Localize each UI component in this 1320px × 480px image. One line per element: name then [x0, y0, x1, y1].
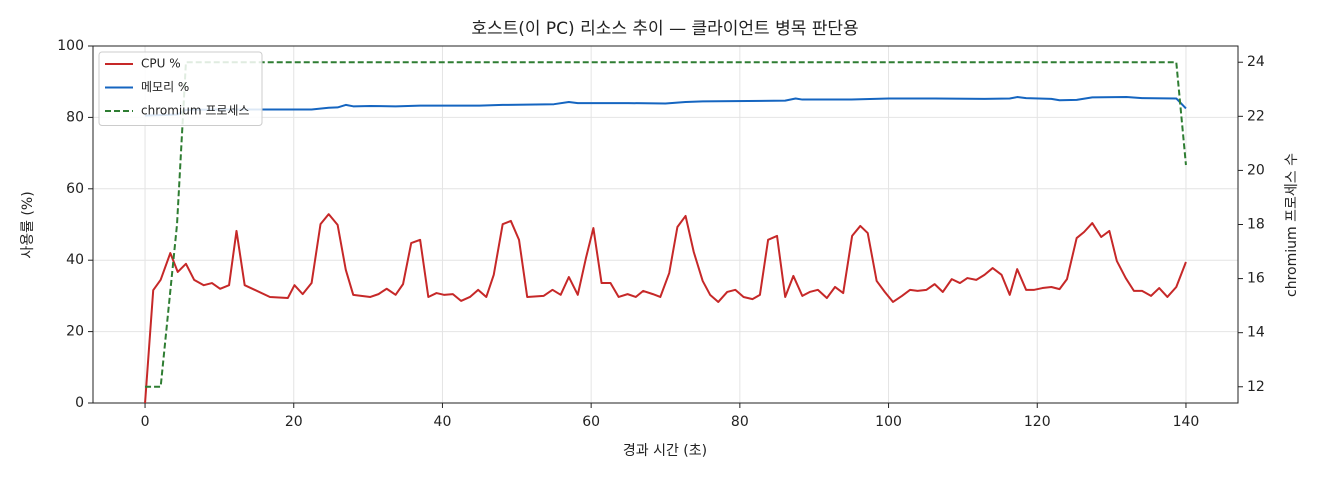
y2-tick-label: 14 [1247, 325, 1265, 341]
x-tick-label: 80 [731, 414, 749, 430]
x-tick-label: 60 [582, 414, 600, 430]
y-axis-label: 사용률 (%) [20, 191, 36, 258]
y2-tick-label: 18 [1247, 217, 1265, 233]
legend-box [98, 51, 263, 126]
series-line [145, 61, 1187, 388]
legend-label: 메모리 % [141, 80, 189, 94]
x-tick-label: 120 [1024, 414, 1051, 430]
y2-tick-label: 20 [1247, 162, 1265, 178]
x-tick-label: 20 [285, 414, 303, 430]
y-tick-label: 20 [66, 324, 84, 340]
x-tick-label: 140 [1173, 414, 1200, 430]
y-tick-label: 0 [75, 395, 84, 411]
x-tick-label: 100 [875, 414, 902, 430]
y-tick-label: 60 [66, 181, 84, 197]
x-tick-label: 40 [434, 414, 452, 430]
x-axis-label: 경과 시간 (초) [623, 443, 707, 459]
y2-axis-label: chromium 프로세스 수 [1284, 153, 1300, 297]
y-tick-label: 100 [57, 38, 84, 54]
y2-tick-label: 22 [1247, 108, 1265, 124]
legend: CPU % 메모리 % chromium 프로세스 [98, 51, 263, 126]
y-tick-label: 80 [66, 109, 84, 125]
legend-label: chromium 프로세스 [141, 104, 250, 118]
series-line [144, 213, 1187, 404]
y2-tick-label: 16 [1247, 271, 1265, 287]
legend-label: CPU % [141, 57, 181, 71]
y2-tick-label: 24 [1247, 54, 1265, 70]
y2-tick-label: 12 [1247, 379, 1265, 395]
x-tick-label: 0 [141, 414, 150, 430]
chart-title: 호스트(이 PC) 리소스 추이 — 클라이언트 병목 판단용 [471, 19, 858, 39]
y-tick-label: 40 [66, 252, 84, 268]
series-line [145, 96, 1187, 117]
plot-frame [92, 45, 1239, 404]
